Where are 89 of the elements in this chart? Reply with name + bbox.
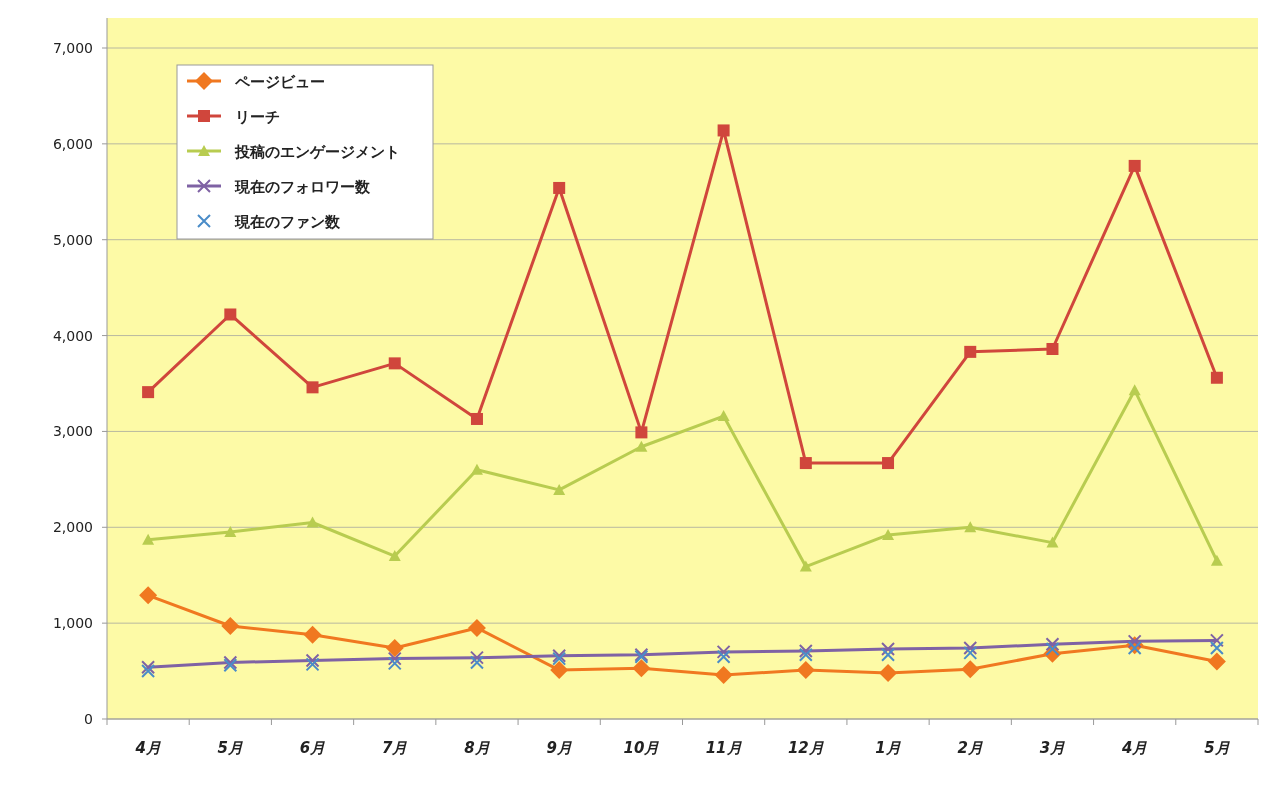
point <box>224 526 237 538</box>
x-tick-label: 4月 <box>1120 739 1148 757</box>
point <box>550 661 569 680</box>
point <box>882 457 895 470</box>
x-tick-label: 5月 <box>217 739 244 757</box>
point <box>1127 641 1142 656</box>
y-tick-label: 4,000 <box>52 327 93 344</box>
y-tick-label: 1,000 <box>52 615 93 632</box>
y-tick-label: 5,000 <box>52 231 93 248</box>
legend-label: リーチ <box>235 108 280 126</box>
point <box>470 412 483 425</box>
point <box>553 483 566 495</box>
legend-label: 現在のフォロワー数 <box>234 178 371 196</box>
x-tick-label: 8月 <box>464 739 490 757</box>
point <box>1046 536 1059 548</box>
y-tick-label: 6,000 <box>52 135 93 152</box>
point <box>1209 641 1224 656</box>
point <box>961 660 980 679</box>
point <box>553 181 566 194</box>
point <box>224 308 237 321</box>
point <box>799 457 812 470</box>
x-tick-label: 11月 <box>705 739 742 757</box>
point <box>798 647 813 662</box>
y-tick-label: 7,000 <box>52 40 93 56</box>
point <box>882 528 895 540</box>
point <box>467 618 486 637</box>
point <box>881 647 896 662</box>
point <box>469 655 484 670</box>
x-tick-label: 12月 <box>787 739 824 757</box>
point <box>388 357 401 370</box>
point <box>796 661 815 680</box>
point <box>963 641 978 656</box>
x-tick-label: 5月 <box>1204 739 1230 757</box>
point <box>385 639 404 658</box>
point <box>139 586 158 605</box>
point <box>964 345 977 358</box>
point <box>1045 637 1060 652</box>
point <box>635 440 648 452</box>
point <box>632 659 651 678</box>
point <box>1127 634 1142 649</box>
point <box>717 410 730 422</box>
y-tick-label: 0 <box>84 711 93 727</box>
point <box>142 386 155 399</box>
x-tick-label: 10月 <box>623 739 660 757</box>
point <box>1209 633 1224 648</box>
point <box>717 124 730 137</box>
point <box>387 651 402 666</box>
x-tick-label: 7月 <box>382 739 408 757</box>
point <box>142 533 155 545</box>
point <box>1046 342 1059 355</box>
x-tick-label: 6月 <box>299 739 326 757</box>
point <box>141 660 156 675</box>
point <box>799 560 812 572</box>
point <box>1207 652 1226 671</box>
point <box>716 644 731 659</box>
legend-label: 投稿のエンゲージメント <box>234 143 400 161</box>
x-tick-label: 1月 <box>875 739 901 757</box>
point <box>635 426 648 439</box>
legend-label: ページビュー <box>234 73 325 91</box>
point <box>388 550 401 562</box>
x-tick-label: 2月 <box>957 739 983 757</box>
point <box>141 664 156 679</box>
point <box>1210 554 1223 566</box>
y-tick-label: 2,000 <box>52 519 93 536</box>
point <box>469 650 484 665</box>
point <box>798 643 813 658</box>
y-tick-label: 3,000 <box>52 423 93 440</box>
point <box>1128 384 1141 396</box>
point <box>1045 642 1060 657</box>
point <box>303 625 322 644</box>
point <box>387 656 402 671</box>
point <box>221 617 240 636</box>
x-tick-label: 3月 <box>1039 739 1066 757</box>
x-tick-label: 9月 <box>546 739 572 757</box>
point <box>470 463 483 475</box>
point <box>306 381 319 394</box>
point <box>714 665 733 684</box>
point <box>881 642 896 657</box>
point <box>1210 371 1223 384</box>
point <box>305 653 320 668</box>
x-tick-label: 4月 <box>134 739 161 757</box>
legend-label: 現在のファン数 <box>234 213 341 231</box>
point <box>716 649 731 664</box>
point <box>964 521 977 533</box>
point <box>306 516 319 528</box>
point <box>963 645 978 660</box>
point <box>305 657 320 672</box>
point <box>1128 159 1141 172</box>
point <box>879 663 898 682</box>
